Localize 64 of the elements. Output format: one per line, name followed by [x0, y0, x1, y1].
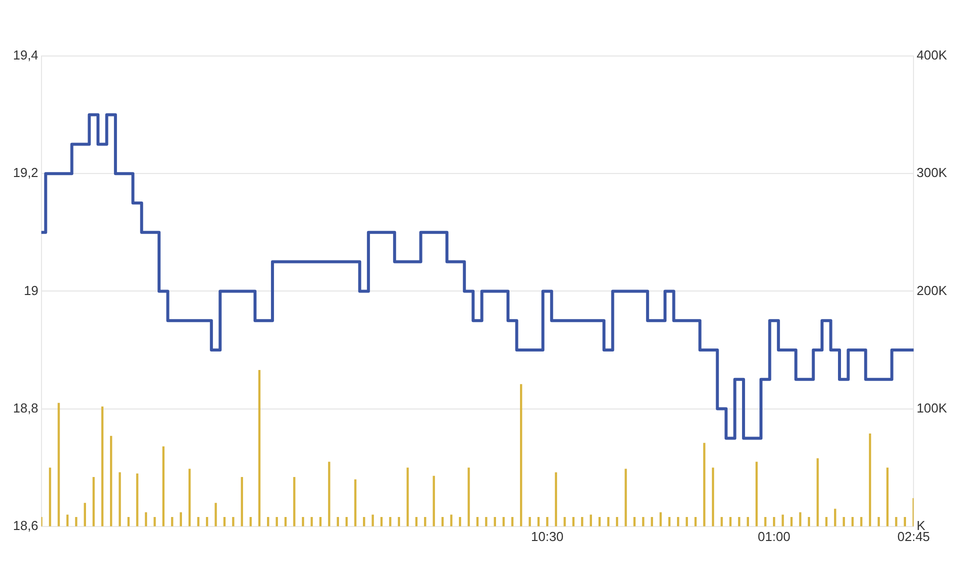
bar — [432, 476, 435, 526]
bar — [389, 516, 392, 526]
bar — [660, 512, 662, 526]
bar — [240, 477, 244, 526]
bar — [546, 516, 548, 526]
bar — [250, 516, 252, 526]
bar — [92, 477, 95, 526]
bar — [372, 514, 374, 526]
bar — [450, 514, 452, 526]
bar — [895, 516, 898, 526]
bar — [188, 468, 191, 526]
bar — [686, 516, 688, 526]
bar — [703, 442, 706, 526]
y2-tick-label: 100K — [916, 400, 948, 416]
bar — [878, 516, 880, 526]
bar — [468, 468, 470, 526]
bar — [84, 502, 86, 526]
x-tick-label: 10:30 — [530, 528, 564, 544]
y2-tick-label: 400K — [916, 48, 948, 63]
bar — [860, 516, 862, 526]
bar — [197, 516, 200, 526]
bar — [48, 468, 52, 526]
bar — [607, 516, 610, 526]
y-tick-label: 18,8 — [12, 400, 38, 416]
bar — [232, 516, 234, 526]
bar — [214, 502, 217, 526]
x-tick-label: 01:00 — [758, 528, 790, 544]
y-tick-label: 18,6 — [12, 518, 38, 533]
bar — [799, 512, 802, 526]
bar — [564, 516, 566, 526]
bar — [816, 458, 819, 526]
bar — [58, 402, 60, 526]
bar — [756, 462, 758, 526]
bar — [354, 479, 356, 526]
bar — [485, 516, 488, 526]
y-tick-label: 19 — [24, 282, 38, 298]
bar — [406, 468, 409, 526]
bar — [136, 473, 138, 526]
bar — [258, 370, 260, 526]
y-tick-label: 19,4 — [12, 48, 38, 63]
bar — [520, 384, 522, 526]
y2-tick-label: 200K — [916, 282, 948, 298]
bar — [293, 477, 296, 526]
bar — [528, 516, 531, 526]
bar — [624, 468, 627, 526]
bar — [886, 468, 889, 526]
bar — [782, 514, 784, 526]
bar — [110, 436, 112, 526]
bar — [118, 472, 121, 526]
bar — [642, 516, 644, 526]
bar — [738, 516, 740, 526]
bar — [154, 516, 156, 526]
bar — [75, 516, 78, 526]
y2-tick-label: 300K — [916, 165, 948, 180]
bar — [554, 472, 558, 526]
bar — [328, 462, 330, 526]
bar — [101, 406, 104, 526]
bar — [162, 446, 165, 526]
y-tick-label: 19,2 — [12, 165, 38, 180]
bar — [868, 433, 872, 526]
bar — [720, 516, 723, 526]
bar — [712, 468, 714, 526]
bar — [276, 516, 278, 526]
bar — [310, 516, 313, 526]
